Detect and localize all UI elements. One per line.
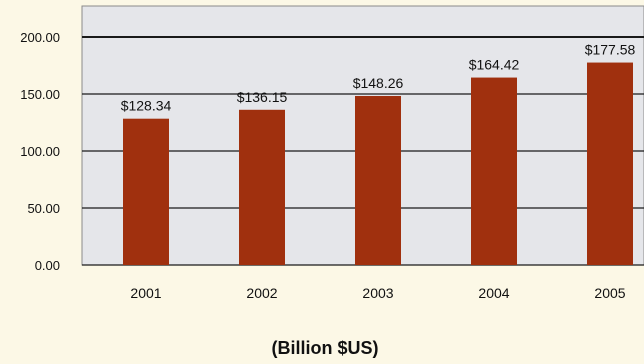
bar-2004 (471, 77, 517, 265)
x-axis-title: (Billion $US) (272, 338, 379, 358)
x-tick-label-2001: 2001 (130, 285, 161, 301)
y-tick-label: 100.00 (20, 144, 60, 159)
bars (123, 62, 633, 265)
y-axis-ticks: 0.00 50.00 100.00 150.00 200.00 (20, 30, 60, 273)
x-tick-label-2005: 2005 (594, 285, 625, 301)
bar-2005 (587, 62, 633, 265)
data-label-2004: $164.42 (469, 57, 520, 73)
x-axis-ticks: 2001 2002 2003 2004 2005 (130, 285, 625, 301)
data-label-2001: $128.34 (121, 98, 172, 114)
data-label-2003: $148.26 (353, 75, 404, 91)
y-tick-label: 50.00 (27, 201, 60, 216)
data-labels: $128.34 $136.15 $148.26 $164.42 $177.58 (121, 42, 636, 114)
y-tick-label: 200.00 (20, 30, 60, 45)
x-tick-label-2003: 2003 (362, 285, 393, 301)
bar-2003 (355, 95, 401, 265)
data-label-2005: $177.58 (585, 42, 636, 58)
x-tick-label-2002: 2002 (246, 285, 277, 301)
bar-2001 (123, 118, 169, 265)
y-tick-label: 150.00 (20, 87, 60, 102)
data-label-2002: $136.15 (237, 89, 288, 105)
x-tick-label-2004: 2004 (478, 285, 509, 301)
bar-2002 (239, 109, 285, 265)
y-tick-label: 0.00 (35, 258, 60, 273)
